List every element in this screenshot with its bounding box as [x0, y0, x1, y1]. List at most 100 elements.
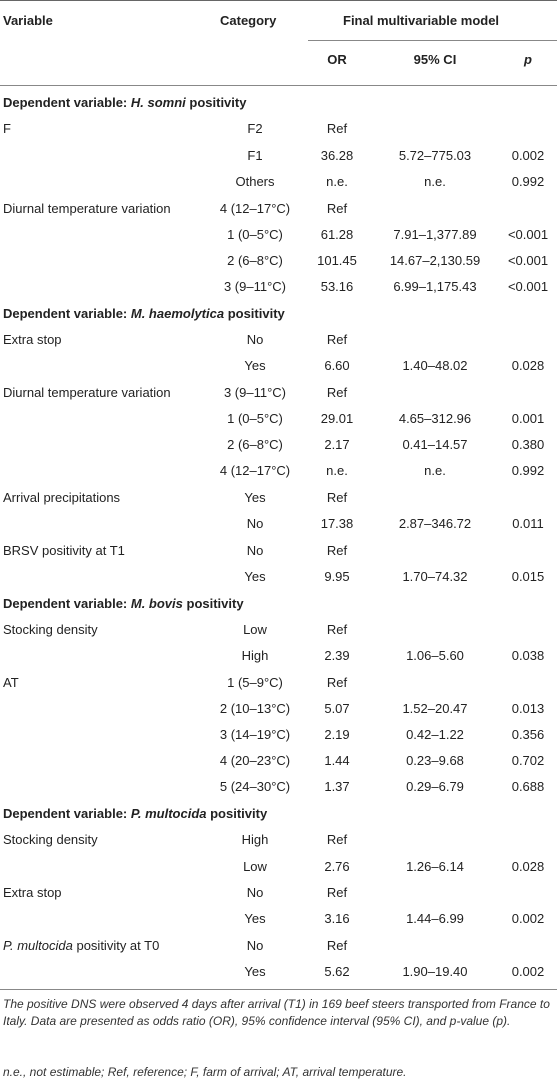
- row-or: 2.39: [324, 648, 350, 663]
- header-or: OR: [327, 52, 347, 67]
- row-ci: 0.23–9.68: [406, 753, 464, 768]
- row-ci: 4.65–312.96: [398, 411, 472, 426]
- row-or: Ref: [326, 832, 348, 847]
- row-category: Others: [235, 174, 275, 189]
- row-p: 0.702: [511, 753, 545, 768]
- row-category: 2 (6–8°C): [227, 437, 283, 452]
- row-category: Yes: [244, 490, 266, 505]
- table-footnote: The positive DNS were observed 4 days af…: [3, 997, 550, 1028]
- row-category: 2 (10–13°C): [219, 701, 291, 716]
- row-category: 3 (9–11°C): [223, 385, 287, 400]
- row-variable: BRSV positivity at T1: [3, 543, 125, 558]
- row-or: 17.38: [320, 516, 354, 531]
- row-category: Low: [243, 622, 267, 637]
- row-or: 6.60: [324, 358, 350, 373]
- row-p: 0.992: [511, 174, 545, 189]
- row-or: 1.37: [324, 779, 350, 794]
- row-ci: 0.42–1.22: [406, 727, 464, 742]
- row-p: 0.002: [511, 148, 545, 163]
- row-ci: 14.67–2,130.59: [389, 253, 481, 268]
- row-category: High: [241, 832, 269, 847]
- header-model: Final multivariable model: [343, 13, 500, 28]
- row-or: n.e.: [326, 463, 348, 478]
- row-p: 0.015: [511, 569, 545, 584]
- row-p: 0.028: [511, 358, 545, 373]
- header-category: Category: [220, 13, 277, 28]
- row-category: 1 (5–9°C): [227, 675, 283, 690]
- section-title-m-bovis: Dependent variable: M. bovis positivity: [3, 596, 244, 611]
- row-ci: 6.99–1,175.43: [393, 279, 477, 294]
- row-category: 4 (12–17°C): [219, 463, 291, 478]
- header-model-rule: [308, 40, 557, 41]
- row-p: 0.038: [511, 648, 545, 663]
- table-abbreviations: n.e., not estimable; Ref, reference; F, …: [3, 1065, 407, 1079]
- row-variable: Diurnal temperature variation: [3, 385, 171, 400]
- row-category: Yes: [244, 911, 266, 926]
- section-title-m-haemolytica: Dependent variable: M. haemolytica posit…: [3, 306, 285, 321]
- row-category: F1: [247, 148, 263, 163]
- row-category: 3 (9–11°C): [223, 279, 287, 294]
- row-p: 0.028: [511, 859, 545, 874]
- row-category: 1 (0–5°C): [227, 411, 283, 426]
- row-or: 36.28: [320, 148, 354, 163]
- row-p: 0.380: [511, 437, 545, 452]
- row-p: 0.688: [511, 779, 545, 794]
- row-or: 101.45: [317, 253, 357, 268]
- row-p: 0.356: [511, 727, 545, 742]
- row-ci: 1.44–6.99: [406, 911, 464, 926]
- section-title-h-somni: Dependent variable: H. somni positivity: [3, 95, 247, 110]
- row-category: Low: [243, 859, 267, 874]
- row-or: Ref: [326, 121, 348, 136]
- row-category: 5 (24–30°C): [219, 779, 291, 794]
- row-or: Ref: [326, 622, 348, 637]
- section-title-p-multocida: Dependent variable: P. multocida positiv…: [3, 806, 268, 821]
- row-or: 61.28: [320, 227, 354, 242]
- row-ci: 1.40–48.02: [402, 358, 468, 373]
- row-category: No: [246, 885, 264, 900]
- row-category: 2 (6–8°C): [227, 253, 283, 268]
- row-p: <0.001: [507, 253, 549, 268]
- row-ci: 0.41–14.57: [402, 437, 468, 452]
- row-or: Ref: [326, 675, 348, 690]
- row-ci: 1.26–6.14: [406, 859, 464, 874]
- row-category: Yes: [244, 964, 266, 979]
- row-p: 0.011: [512, 516, 544, 531]
- row-or: Ref: [326, 332, 348, 347]
- row-category: High: [241, 648, 269, 663]
- row-or: Ref: [326, 885, 348, 900]
- row-p: 0.013: [511, 701, 545, 716]
- row-p: 0.992: [511, 463, 545, 478]
- row-p: 0.002: [511, 911, 545, 926]
- row-category: F2: [247, 121, 263, 136]
- row-ci: 0.29–6.79: [406, 779, 464, 794]
- row-variable: Stocking density: [3, 832, 98, 847]
- row-category: Yes: [244, 569, 266, 584]
- row-variable: Extra stop: [3, 885, 62, 900]
- row-variable: F: [3, 121, 11, 136]
- row-or: 2.76: [324, 859, 350, 874]
- row-p: <0.001: [507, 227, 549, 242]
- row-ci: 5.72–775.03: [398, 148, 472, 163]
- header-ci: 95% CI: [413, 52, 457, 67]
- row-ci: n.e.: [424, 463, 446, 478]
- row-or: 2.19: [324, 727, 350, 742]
- header-variable: Variable: [3, 13, 53, 28]
- row-or: 5.62: [324, 964, 350, 979]
- header-bottom-rule: [0, 85, 557, 86]
- row-or: 53.16: [320, 279, 354, 294]
- top-rule: [0, 0, 557, 1]
- row-or: 3.16: [324, 911, 350, 926]
- row-variable: Arrival precipitations: [3, 490, 121, 505]
- row-category: 3 (14–19°C): [219, 727, 291, 742]
- row-or: Ref: [326, 938, 348, 953]
- row-or: Ref: [326, 543, 348, 558]
- table-bottom-rule: [0, 989, 557, 990]
- row-category: 1 (0–5°C): [227, 227, 283, 242]
- row-variable: Diurnal temperature variation: [3, 201, 171, 216]
- row-or: n.e.: [326, 174, 348, 189]
- row-ci: 1.52–20.47: [402, 701, 468, 716]
- row-category: 4 (12–17°C): [219, 201, 291, 216]
- row-variable: Stocking density: [3, 622, 98, 637]
- row-or: 2.17: [324, 437, 350, 452]
- row-category: No: [246, 543, 264, 558]
